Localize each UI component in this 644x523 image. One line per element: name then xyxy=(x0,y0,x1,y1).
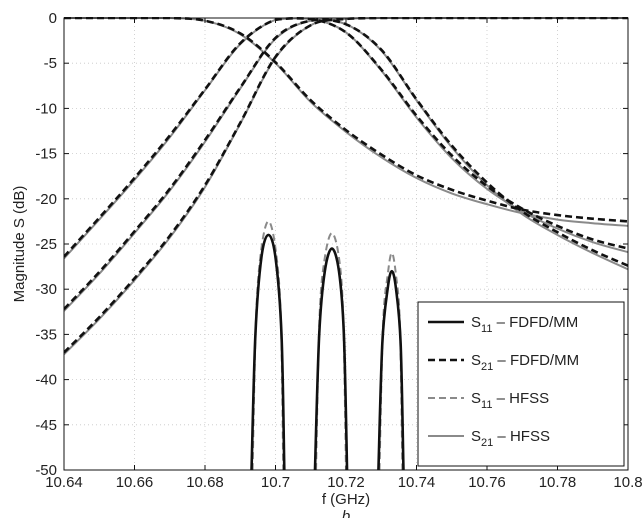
x-axis-label: f (GHz) xyxy=(322,491,370,508)
y-tick-label: -25 xyxy=(35,236,57,253)
y-axis-label: Magnitude S (dB) xyxy=(11,186,28,303)
legend-label-rest: – HFSS xyxy=(492,390,549,407)
y-tick-label: -5 xyxy=(44,55,57,72)
legend-label-rest: – FDFD/MM xyxy=(493,352,579,369)
legend-label-main: S xyxy=(471,314,481,331)
plot-lines xyxy=(64,17,628,470)
legend-label-main: S xyxy=(471,352,481,369)
series-line xyxy=(315,232,347,470)
x-tick-label: 10.7 xyxy=(261,474,290,491)
tick-labels: 10.64 10.66 10.68 10.7 10.72 10.74 10.76 10.78 1… xyxy=(35,10,642,491)
legend-label-subscript: 11 xyxy=(481,399,492,411)
y-tick-label: -15 xyxy=(35,146,57,163)
series-line xyxy=(378,252,404,470)
y-tick-label: -50 xyxy=(35,462,57,479)
y-tick-label: -35 xyxy=(35,326,57,343)
x-tick-label: 10.74 xyxy=(398,474,436,491)
x-tick-label: 10.68 xyxy=(186,474,224,491)
series-line xyxy=(64,17,628,354)
legend-box xyxy=(417,301,625,467)
legend-label-main: S xyxy=(471,428,481,445)
legend-label-rest: – FDFD/MM xyxy=(492,314,578,331)
y-tick-label: -30 xyxy=(35,281,57,298)
series-line xyxy=(64,18,628,310)
x-tick-label: 10.64 xyxy=(45,474,83,491)
series-line xyxy=(313,247,349,470)
legend-label: S21 – FDFD/MM xyxy=(471,352,579,373)
y-tick-label: -45 xyxy=(35,417,57,434)
x-tick-label: 10.66 xyxy=(116,474,154,491)
legend-label: S11 – FDFD/MM xyxy=(471,314,578,335)
x-tick-label: 10.8 xyxy=(613,474,642,491)
y-tick-label: -20 xyxy=(35,191,57,208)
figure-caption: b xyxy=(342,508,350,518)
legend-label-rest: – HFSS xyxy=(493,428,550,445)
series-line xyxy=(377,269,405,470)
x-tick-label: 10.76 xyxy=(468,474,506,491)
legend-label-main: S xyxy=(471,390,481,407)
x-tick-label: 10.72 xyxy=(327,474,365,491)
legend-label: S11 – HFSS xyxy=(471,390,549,411)
y-tick-label: -10 xyxy=(35,100,57,117)
y-tick-label: 0 xyxy=(49,10,57,27)
legend-label: S21 – HFSS xyxy=(471,428,550,449)
series-line xyxy=(251,220,285,470)
legend-label-subscript: 11 xyxy=(481,323,492,335)
y-tick-label: -40 xyxy=(35,372,57,389)
legend-label-subscript: 21 xyxy=(481,437,493,449)
legend-label-subscript: 21 xyxy=(481,361,493,373)
x-tick-label: 10.78 xyxy=(539,474,577,491)
series-line xyxy=(64,17,628,223)
series-line xyxy=(250,233,286,470)
series-line xyxy=(64,17,628,258)
